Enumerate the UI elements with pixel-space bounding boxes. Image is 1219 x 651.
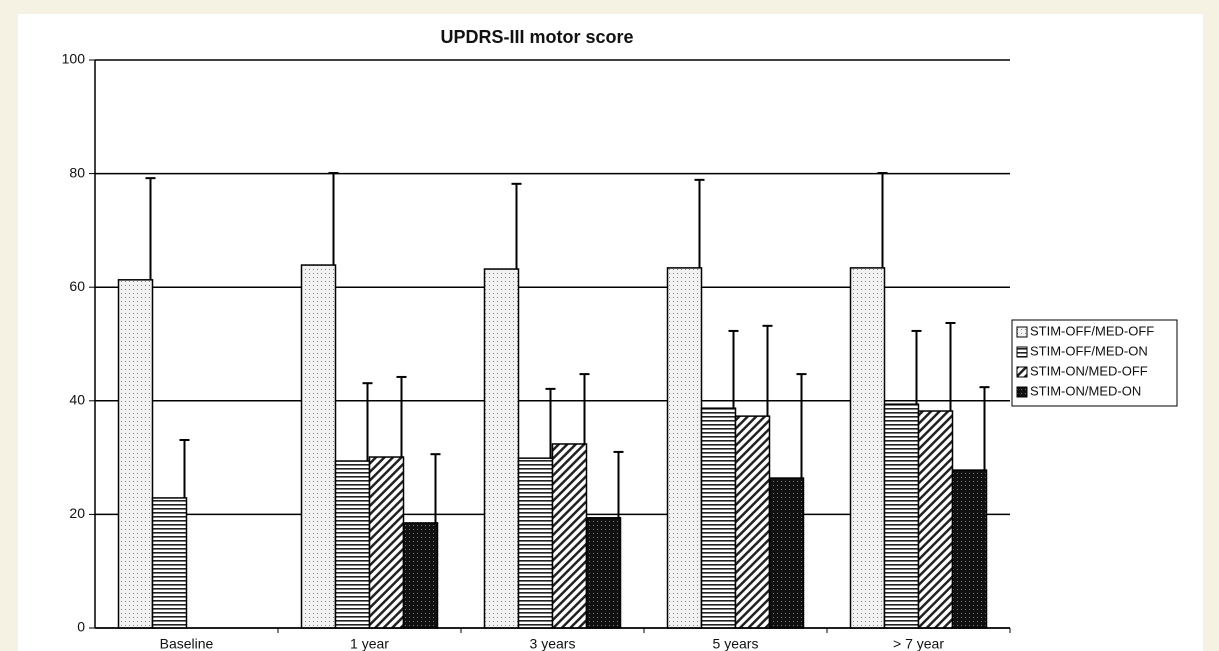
- legend-swatch: [1016, 346, 1028, 358]
- bar: [117, 279, 154, 629]
- y-tick-label: 20: [69, 505, 85, 521]
- bar: [666, 267, 703, 629]
- legend-label: STIM-ON/MED-OFF: [1030, 363, 1148, 378]
- bar: [402, 522, 439, 629]
- y-tick-label: 60: [69, 278, 85, 294]
- bar: [849, 267, 886, 629]
- bar: [768, 477, 805, 629]
- bar: [517, 457, 554, 629]
- legend-swatch: [1016, 386, 1028, 398]
- legend-swatch: [1016, 366, 1028, 378]
- bar: [483, 268, 520, 629]
- x-tick-label: 1 year: [350, 636, 389, 651]
- y-tick-label: 100: [62, 51, 86, 67]
- bar: [151, 497, 188, 629]
- bar: [368, 456, 405, 629]
- legend-box: [1011, 319, 1178, 407]
- y-tick-label: 80: [69, 164, 85, 180]
- legend-label: STIM-ON/MED-ON: [1030, 383, 1141, 398]
- bar: [334, 460, 371, 629]
- legend-label: STIM-OFF/MED-ON: [1030, 343, 1148, 358]
- x-tick-label: 3 years: [530, 636, 576, 651]
- bar: [551, 443, 588, 629]
- bar: [951, 469, 988, 629]
- bar: [585, 517, 622, 629]
- x-tick-label: > 7 year: [893, 636, 944, 651]
- bar: [883, 403, 920, 629]
- x-tick-label: 5 years: [713, 636, 759, 651]
- bar: [300, 264, 337, 629]
- legend-swatch: [1016, 326, 1028, 338]
- bar: [700, 407, 737, 629]
- bar: [734, 415, 771, 629]
- chart-title: UPDRS-III motor score: [440, 27, 633, 47]
- bar: [917, 410, 954, 629]
- y-tick-label: 0: [77, 619, 85, 635]
- x-tick-label: Baseline: [160, 636, 214, 651]
- legend-label: STIM-OFF/MED-OFF: [1030, 323, 1154, 338]
- y-tick-label: 40: [69, 392, 85, 408]
